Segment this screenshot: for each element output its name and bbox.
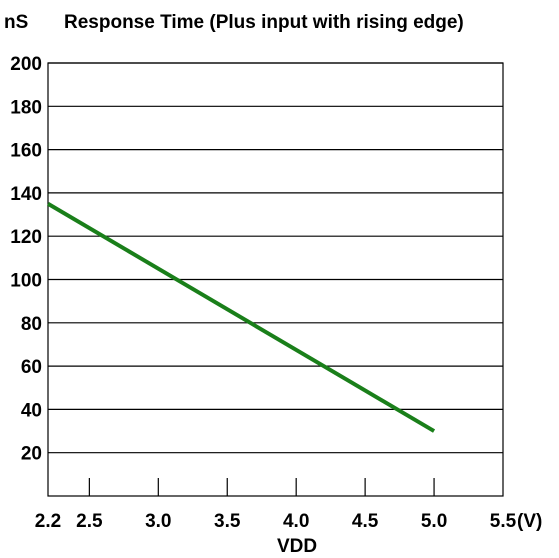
x-tick-label-4.0: 4.0 [283,511,309,532]
y-tick-label-80: 80 [21,314,42,335]
y-tick-label-140: 140 [10,184,42,205]
series-group [46,202,436,433]
x-tick-labels: 2.2 2.5 3.0 3.5 4.0 4.5 5.0 5.5 [35,511,517,532]
x-tick-label-5.5: 5.5 [490,511,517,532]
y-tick-label-20: 20 [21,444,42,465]
y-tick-label-100: 100 [10,271,42,292]
x-tick-label-5.0: 5.0 [421,511,447,532]
x-tick-label-4.5: 4.5 [352,511,379,532]
y-tick-label-160: 160 [10,141,42,162]
x-tick-label-3.0: 3.0 [145,511,171,532]
x-tick-label-2.5: 2.5 [76,511,103,532]
x-unit-label: (V) [517,511,542,532]
x-tick-label-3.5: 3.5 [214,511,241,532]
x-axis-label: VDD [277,536,317,557]
chart-title: Response Time (Plus input with rising ed… [64,12,464,33]
series-line-0 [46,202,436,433]
y-tick-labels: 20 40 60 80 100 120 140 160 180 200 [10,54,42,465]
x-tick-marks [88,478,435,496]
y-tick-label-40: 40 [21,400,42,421]
y-tick-label-60: 60 [21,357,42,378]
x-tick-label-2.2: 2.2 [35,511,61,532]
grid-lines [48,62,503,454]
y-tick-label-200: 200 [10,54,42,75]
chart-y-unit: nS [4,12,28,33]
y-tick-label-180: 180 [10,97,42,118]
plot-frame [47,62,504,497]
y-tick-label-120: 120 [10,227,42,248]
